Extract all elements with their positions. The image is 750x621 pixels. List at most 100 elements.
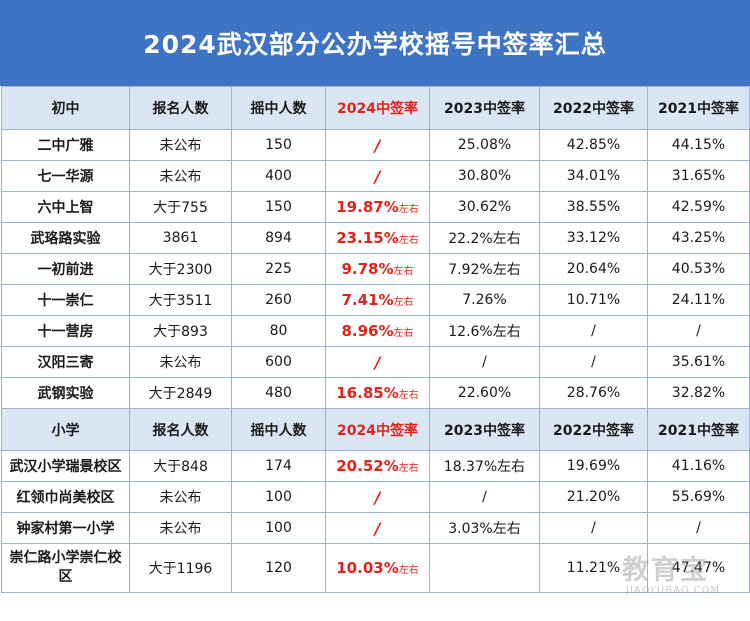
rate-2024-cell: 10.03%左右 [325, 543, 430, 593]
rate-2023-cell: 12.6%左右 [429, 315, 540, 347]
rate-2022-cell: 38.55% [539, 191, 648, 223]
rate-2021-cell: / [647, 315, 750, 347]
selected-cell: 894 [231, 222, 326, 254]
table-row: 武汉小学瑞景校区 大于848 174 20.52%左右 18.37%左右 19.69% 41… [1, 450, 750, 482]
school-name: 崇仁路小学崇仁校区 [1, 543, 130, 593]
selected-cell: 100 [231, 481, 326, 513]
rate-2024-value: / [374, 166, 381, 186]
rate-2021-cell: 35.61% [647, 346, 750, 378]
applicants-cell: 大于848 [129, 450, 232, 482]
selected-cell: 120 [231, 543, 326, 593]
applicants-cell: 3861 [129, 222, 232, 254]
rate-2024-cell: / [325, 512, 430, 544]
column-header: 2023中签率 [429, 408, 540, 451]
applicants-cell: 未公布 [129, 512, 232, 544]
rate-2024-cell: 8.96%左右 [325, 315, 430, 347]
rate-2021-cell: 32.82% [647, 377, 750, 409]
rate-2021-cell: 31.65% [647, 160, 750, 192]
table-row: 武钢实验 大于2849 480 16.85%左右 22.60% 28.76% 32.82% [1, 377, 750, 409]
applicants-cell: 未公布 [129, 346, 232, 378]
rate-2022-cell: / [539, 346, 648, 378]
rate-2022-cell: 28.76% [539, 377, 648, 409]
column-header: 2021中签率 [647, 408, 750, 451]
rate-2024-value: / [374, 487, 381, 507]
column-header: 2024中签率 [325, 408, 430, 451]
lottery-rate-table: 初中 报名人数 摇中人数 2024中签率 2023中签率 2022中签率 2021中签率 二中… [1, 86, 750, 593]
rate-2024-value: / [374, 352, 381, 372]
selected-cell: 480 [231, 377, 326, 409]
rate-2021-cell: 43.25% [647, 222, 750, 254]
rate-2024-value: 8.96% [341, 322, 394, 340]
school-name: 六中上智 [1, 191, 130, 223]
table-row: 六中上智 大于755 150 19.87%左右 30.62% 38.55% 42.59% [1, 191, 750, 223]
school-name: 七一华源 [1, 160, 130, 192]
school-name: 一初前进 [1, 253, 130, 285]
rate-2024-value: 16.85% [336, 384, 399, 402]
applicants-cell: 大于1196 [129, 543, 232, 593]
rate-2024-value: / [374, 135, 381, 155]
rate-2024-suffix: 左右 [398, 463, 419, 474]
rate-2024-cell: 9.78%左右 [325, 253, 430, 285]
selected-cell: 260 [231, 284, 326, 316]
table-row: 武珞路实验 3861 894 23.15%左右 22.2%左右 33.12% 43.25% [1, 222, 750, 254]
applicants-cell: 大于2849 [129, 377, 232, 409]
rate-2024-suffix: 左右 [393, 297, 414, 308]
rate-2024-cell: / [325, 129, 430, 161]
table-row: 七一华源 未公布 400 / 30.80% 34.01% 31.65% [1, 160, 750, 192]
column-header: 摇中人数 [231, 86, 326, 130]
rate-2021-cell: 44.15% [647, 129, 750, 161]
selected-cell: 225 [231, 253, 326, 285]
rate-2024-value: / [374, 518, 381, 538]
rate-2022-cell: 33.12% [539, 222, 648, 254]
middle-header-row: 初中 报名人数 摇中人数 2024中签率 2023中签率 2022中签率 2021中签率 [1, 86, 750, 130]
applicants-cell: 未公布 [129, 481, 232, 513]
applicants-cell: 大于3511 [129, 284, 232, 316]
school-name: 钟家村第一小学 [1, 512, 130, 544]
column-header: 2021中签率 [647, 86, 750, 130]
school-name: 武珞路实验 [1, 222, 130, 254]
rate-2024-suffix: 左右 [398, 390, 419, 401]
rate-2024-suffix: 左右 [398, 235, 419, 246]
rate-2023-cell: 30.62% [429, 191, 540, 223]
school-name: 汉阳三寄 [1, 346, 130, 378]
table-row: 一初前进 大于2300 225 9.78%左右 7.92%左右 20.64% 40.53% [1, 253, 750, 285]
rate-2021-cell: 47.47% [647, 543, 750, 593]
rate-2023-cell: 25.08% [429, 129, 540, 161]
rate-2023-cell: / [429, 481, 540, 513]
rate-2023-cell: 7.26% [429, 284, 540, 316]
column-header: 摇中人数 [231, 408, 326, 451]
selected-cell: 600 [231, 346, 326, 378]
rate-2022-cell: 20.64% [539, 253, 648, 285]
column-header: 2023中签率 [429, 86, 540, 130]
rate-2024-cell: 19.87%左右 [325, 191, 430, 223]
rate-2024-cell: 20.52%左右 [325, 450, 430, 482]
rate-2024-cell: 7.41%左右 [325, 284, 430, 316]
rate-2022-cell: 19.69% [539, 450, 648, 482]
rate-2022-cell: 21.20% [539, 481, 648, 513]
selected-cell: 174 [231, 450, 326, 482]
column-header: 报名人数 [129, 408, 232, 451]
rate-2021-cell: / [647, 512, 750, 544]
column-header: 报名人数 [129, 86, 232, 130]
rate-2024-value: 7.41% [341, 291, 394, 309]
rate-2023-cell: 22.60% [429, 377, 540, 409]
column-header: 2022中签率 [539, 408, 648, 451]
rate-2023-cell: 18.37%左右 [429, 450, 540, 482]
primary-header-row: 小学 报名人数 摇中人数 2024中签率 2023中签率 2022中签率 2021中签率 [1, 408, 750, 451]
rate-2024-suffix: 左右 [398, 565, 419, 576]
rate-2023-cell: 3.03%左右 [429, 512, 540, 544]
applicants-cell: 大于755 [129, 191, 232, 223]
table-row: 十一营房 大于893 80 8.96%左右 12.6%左右 / / [1, 315, 750, 347]
rate-2021-cell: 41.16% [647, 450, 750, 482]
rate-2024-suffix: 左右 [393, 328, 414, 339]
applicants-cell: 未公布 [129, 160, 232, 192]
rate-2023-cell: / [429, 346, 540, 378]
rate-2024-suffix: 左右 [393, 266, 414, 277]
rate-2021-cell: 42.59% [647, 191, 750, 223]
school-name: 二中广雅 [1, 129, 130, 161]
applicants-cell: 大于2300 [129, 253, 232, 285]
column-header: 小学 [1, 408, 130, 451]
rate-2021-cell: 40.53% [647, 253, 750, 285]
rate-2024-value: 10.03% [336, 559, 399, 577]
rate-2024-cell: / [325, 346, 430, 378]
